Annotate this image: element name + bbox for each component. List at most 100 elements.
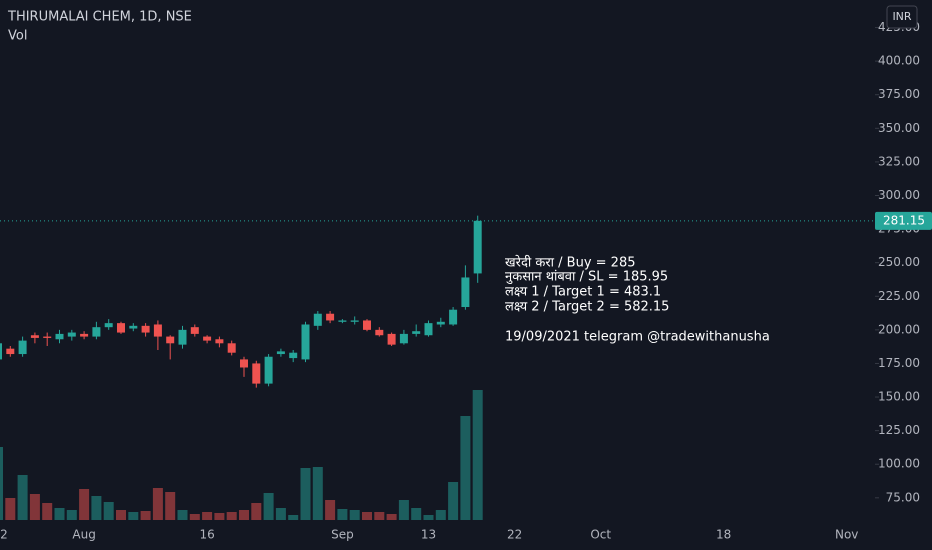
- candle-body: [326, 313, 335, 321]
- candle-body: [67, 332, 76, 337]
- candle-body: [153, 324, 162, 337]
- candle-body: [375, 329, 384, 336]
- volume-bar: [288, 515, 299, 520]
- volume-bar: [386, 514, 397, 520]
- volume-bar: [17, 475, 28, 520]
- volume-bar: [337, 509, 348, 520]
- annotation: नुकसान थांबवा / SL = 185.95: [505, 270, 668, 285]
- last-price-label: 281.15: [883, 213, 925, 227]
- volume-bar: [435, 510, 446, 520]
- volume-bar: [275, 508, 286, 520]
- volume-bar: [423, 515, 434, 520]
- candle-body: [166, 336, 175, 344]
- y-tick-label: 300.00: [878, 188, 920, 202]
- candle-body: [227, 343, 236, 353]
- candle-body: [30, 335, 39, 338]
- annotation: लक्ष्य 2 / Target 2 = 582.15: [505, 300, 669, 315]
- annotation: लक्ष्य 1 / Target 1 = 483.1: [505, 285, 661, 300]
- candle-body: [412, 331, 421, 334]
- y-tick-label: 175.00: [878, 356, 920, 370]
- volume-bar: [54, 508, 65, 520]
- candle-body: [80, 333, 89, 337]
- x-tick-label: Sep: [331, 528, 354, 542]
- x-tick-label: 22: [507, 528, 522, 542]
- volume-bar: [411, 508, 422, 520]
- volume-bar: [300, 468, 311, 520]
- candle-body: [252, 363, 261, 384]
- candle-body: [313, 313, 322, 326]
- y-tick-label: 125.00: [878, 423, 920, 437]
- x-tick-label: Aug: [72, 528, 95, 542]
- volume-bar: [116, 510, 126, 520]
- volume-bar: [103, 502, 114, 520]
- volume-bar: [42, 503, 53, 520]
- x-axis-bg: [0, 522, 875, 550]
- volume-bar: [91, 496, 102, 520]
- volume-bar: [165, 492, 176, 520]
- y-tick-label: 375.00: [878, 87, 920, 101]
- candle-body: [129, 325, 138, 329]
- y-tick-label: 200.00: [878, 322, 920, 336]
- volume-bar: [239, 510, 249, 520]
- volume-bar: [214, 513, 225, 520]
- candle-body: [436, 321, 445, 325]
- volume-bar: [263, 493, 274, 520]
- candle-body: [92, 327, 101, 337]
- volume-bar: [140, 511, 151, 520]
- y-tick-label: 225.00: [878, 289, 920, 303]
- volume-bar: [5, 498, 16, 520]
- x-tick-label: 13: [421, 528, 436, 542]
- candle-body: [117, 323, 125, 333]
- candle-body: [178, 329, 187, 345]
- candle-body: [104, 323, 113, 328]
- volume-bar: [325, 500, 336, 520]
- candle-body: [399, 333, 408, 344]
- candle-body: [0, 343, 2, 360]
- y-tick-label: 100.00: [878, 457, 920, 471]
- candle-body: [240, 359, 248, 368]
- candle-body: [473, 220, 482, 274]
- candle-body: [338, 320, 347, 322]
- volume-bar: [0, 447, 3, 520]
- volume-bar: [312, 467, 323, 520]
- candle-body: [461, 277, 470, 308]
- y-tick-label: 250.00: [878, 255, 920, 269]
- annotation: 19/09/2021 telegram @tradewithanusha: [505, 330, 770, 345]
- candle-body: [43, 336, 52, 338]
- plot: [0, 215, 483, 520]
- candle-body: [276, 351, 285, 355]
- volume-bar: [177, 510, 188, 520]
- candle-body: [363, 320, 371, 330]
- y-tick-label: 400.00: [878, 54, 920, 68]
- x-tick-label: Nov: [835, 528, 858, 542]
- candle-body: [424, 323, 433, 336]
- volume-bar: [79, 489, 90, 520]
- last-price-box: [875, 211, 932, 230]
- candle-body: [387, 333, 396, 345]
- candle-body: [449, 309, 458, 325]
- chart-title: THIRUMALAI CHEM, 1D, NSE: [7, 10, 192, 25]
- candle-body: [350, 320, 359, 322]
- candle-body: [289, 352, 298, 359]
- volume-bar: [362, 512, 372, 520]
- volume-bar: [189, 514, 200, 520]
- volume-bar: [226, 512, 237, 520]
- y-tick-label: 150.00: [878, 390, 920, 404]
- candle-body: [203, 336, 212, 341]
- candle-body: [55, 333, 64, 340]
- candle-body: [264, 356, 273, 384]
- currency-label: INR: [892, 10, 911, 23]
- candle-body: [18, 340, 27, 355]
- volume-bar: [472, 390, 483, 520]
- y-tick-label: 325.00: [878, 154, 920, 168]
- volume-bar: [374, 512, 385, 520]
- volume-bar: [448, 482, 459, 520]
- volume-bar: [349, 510, 360, 520]
- candle-body: [141, 325, 150, 333]
- volume-bar: [66, 510, 77, 520]
- volume-bar: [152, 488, 163, 520]
- x-tick-label: 2: [0, 528, 8, 542]
- volume-bar: [128, 512, 139, 520]
- volume-bar: [398, 500, 409, 520]
- volume-bar: [460, 416, 471, 520]
